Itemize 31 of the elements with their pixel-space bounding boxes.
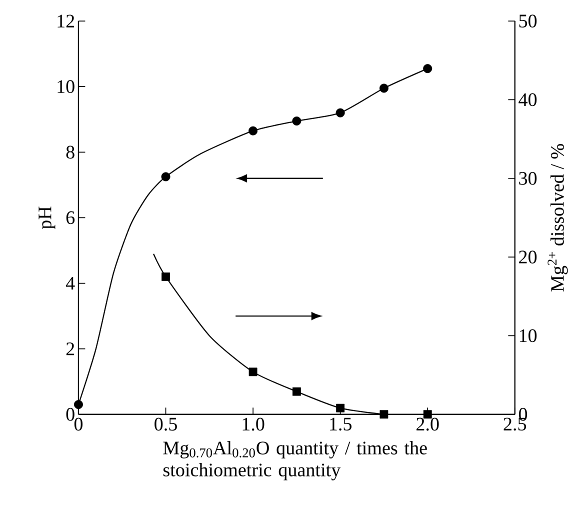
point — [162, 272, 170, 281]
y-tick-label: 10 — [58, 80, 74, 93]
point — [248, 126, 258, 136]
point — [336, 404, 345, 412]
y2-tick-label: 30 — [519, 172, 537, 185]
y2-tick-label: 20 — [519, 250, 537, 264]
x-tick-label: 1.0 — [242, 418, 264, 431]
x-tick-label: 2.0 — [416, 418, 439, 431]
y2-tick-label: 50 — [519, 14, 537, 28]
y2-axis-title: Mg$^{2+}$ dissolved / % — [548, 144, 568, 292]
x-axis-title: Mg$_{0.70}$Al$_{0.20}$O quantity / times the stoichiometric quantity — [163, 441, 427, 480]
point — [292, 116, 302, 126]
point — [336, 108, 345, 118]
point — [379, 84, 388, 93]
x-tick-label: 0.5 — [154, 418, 177, 431]
point — [423, 64, 432, 73]
y-tick-label: 0 — [66, 408, 74, 421]
point — [248, 368, 258, 376]
point — [380, 410, 388, 419]
y-tick-label: 6 — [66, 211, 75, 224]
y-tick-label: 2 — [66, 342, 74, 356]
y-axis-title: pH — [38, 206, 56, 229]
y-tick-label: 8 — [66, 146, 74, 159]
y2-tick-label: 40 — [518, 93, 537, 106]
y-tick-label: 4 — [66, 276, 75, 290]
point — [292, 387, 301, 396]
y2-tick-label: 10 — [520, 329, 537, 342]
point — [161, 172, 170, 182]
y-tick-label: 12 — [58, 14, 74, 28]
point — [74, 400, 83, 409]
x-tick-label: 1.5 — [330, 418, 352, 431]
